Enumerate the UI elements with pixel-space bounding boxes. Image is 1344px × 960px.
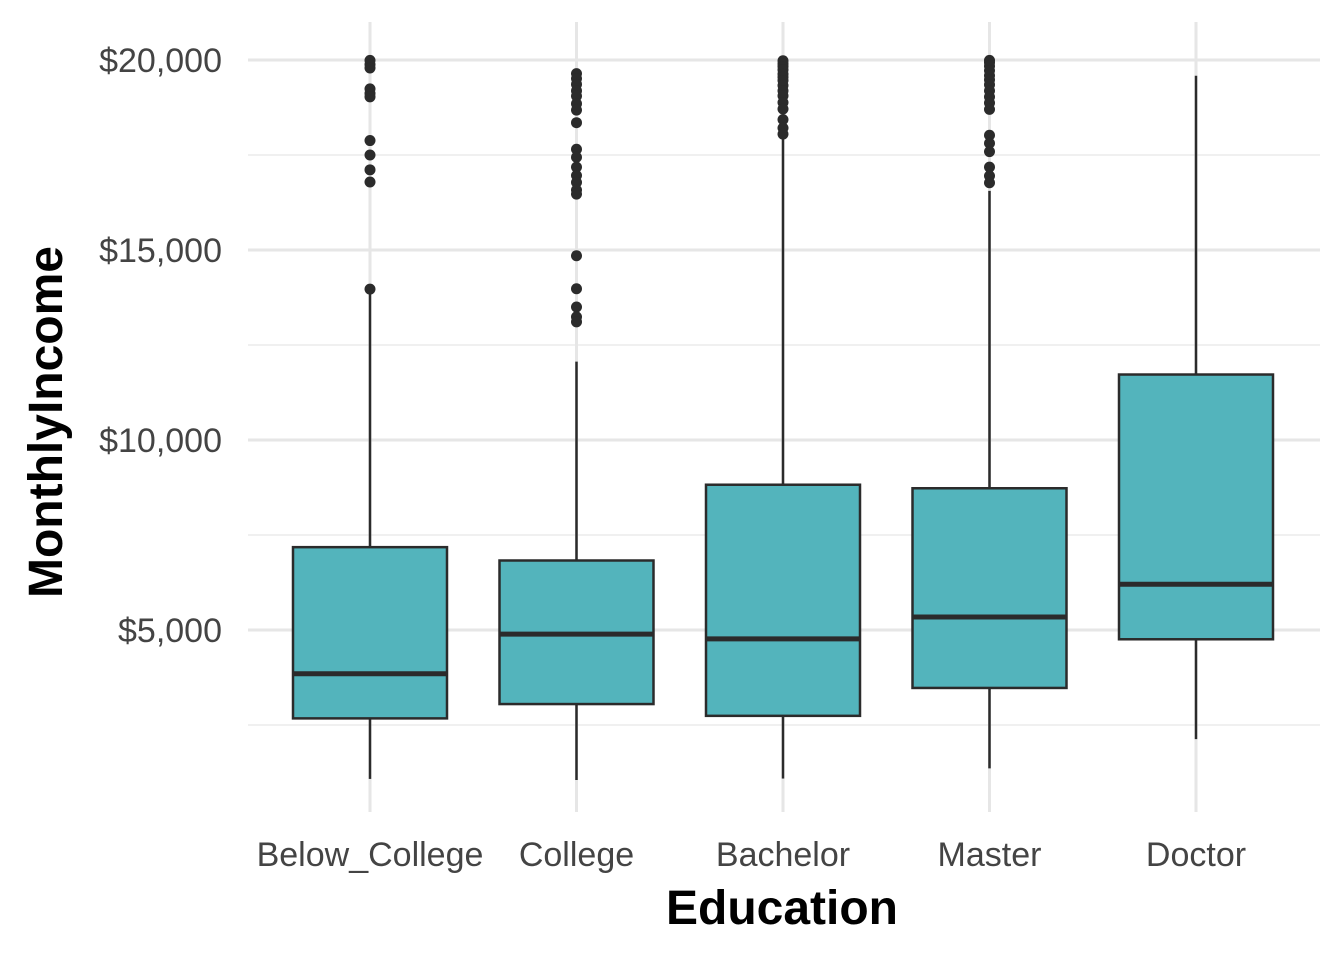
outlier-point bbox=[984, 137, 995, 149]
outlier-point bbox=[984, 161, 995, 173]
outlier-point bbox=[777, 128, 789, 140]
outlier-point bbox=[571, 143, 582, 155]
y-tick-label: $5,000 bbox=[118, 612, 222, 650]
y-axis-tick-labels: $5,000 $10,000 $15,000 $20,000 bbox=[99, 42, 222, 650]
box-iqr bbox=[291, 545, 449, 720]
outlier-point bbox=[571, 161, 582, 173]
outlier-point bbox=[364, 149, 376, 161]
box-doctor bbox=[1117, 75, 1275, 740]
outlier-point bbox=[571, 283, 582, 295]
box-iqr bbox=[1117, 373, 1275, 641]
outlier-point bbox=[571, 176, 582, 188]
x-tick-label: Master bbox=[938, 836, 1042, 874]
y-tick-label: $15,000 bbox=[99, 232, 222, 270]
x-tick-label: Bachelor bbox=[716, 836, 850, 874]
x-axis-title: Education bbox=[666, 882, 898, 935]
outlier-point bbox=[984, 177, 995, 189]
outlier-point bbox=[364, 62, 376, 74]
box-master bbox=[911, 54, 1068, 769]
box-college bbox=[498, 68, 655, 781]
outlier-point bbox=[984, 146, 995, 158]
x-tick-label: College bbox=[519, 836, 634, 874]
y-tick-label: $20,000 bbox=[99, 42, 222, 80]
x-tick-label: Doctor bbox=[1146, 836, 1246, 874]
outlier-point bbox=[571, 250, 582, 262]
box-series bbox=[291, 54, 1275, 781]
box-iqr bbox=[704, 483, 862, 718]
outlier-point bbox=[364, 164, 376, 176]
outlier-point bbox=[571, 90, 582, 102]
outlier-point bbox=[571, 188, 582, 200]
outlier-point bbox=[364, 135, 376, 147]
outlier-point bbox=[364, 91, 376, 103]
outlier-point bbox=[571, 117, 582, 129]
x-tick-label: Below_College bbox=[257, 836, 484, 874]
y-axis-title: MonthlyIncome bbox=[20, 246, 73, 598]
box-iqr bbox=[911, 487, 1068, 690]
outlier-point bbox=[571, 151, 582, 163]
outlier-point bbox=[571, 104, 582, 116]
box-bachelor bbox=[704, 55, 862, 779]
outlier-point bbox=[364, 176, 376, 188]
outlier-point bbox=[364, 283, 376, 295]
outlier-point bbox=[571, 301, 582, 313]
x-axis-tick-labels: Below_College College Bachelor Master Doctor bbox=[257, 836, 1246, 874]
outlier-point bbox=[984, 129, 995, 141]
outlier-point bbox=[571, 316, 582, 328]
box-below-college bbox=[291, 54, 449, 779]
outlier-point bbox=[777, 103, 789, 115]
y-tick-label: $10,000 bbox=[99, 422, 222, 460]
outlier-point bbox=[777, 114, 789, 126]
outlier-point bbox=[984, 103, 995, 115]
